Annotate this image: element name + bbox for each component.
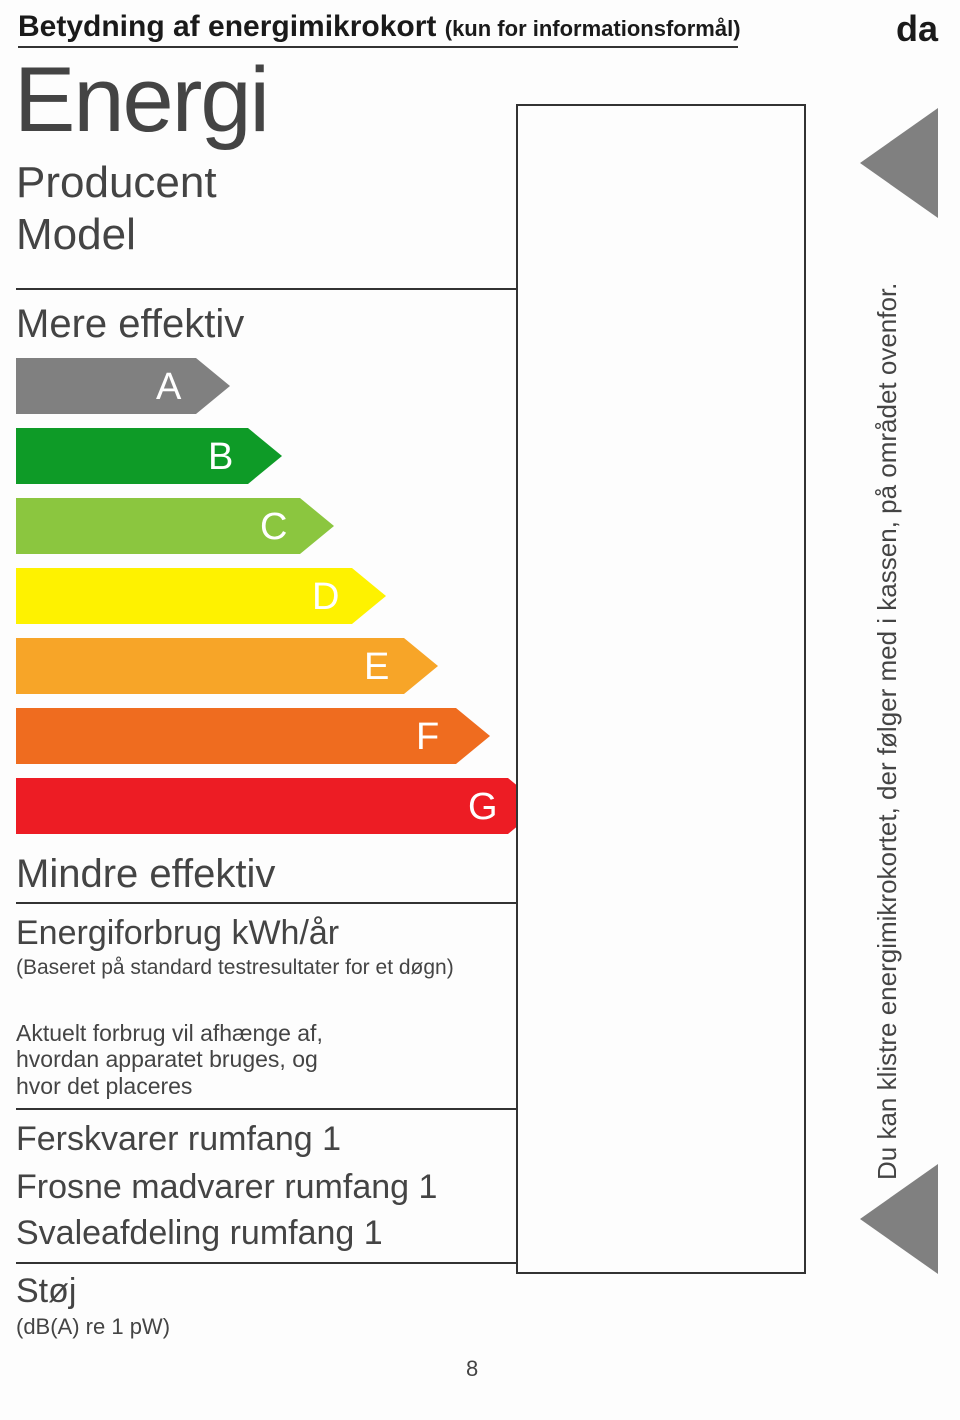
- noise-sub: (dB(A) re 1 pW): [16, 1314, 170, 1340]
- arrow-label: A: [156, 366, 181, 409]
- fresh-food-volume: Ferskvarer rumfang 1: [16, 1120, 341, 1159]
- frozen-food-volume: Frosne madvarer rumfang 1: [16, 1168, 437, 1207]
- arrow-label: B: [208, 436, 233, 479]
- arrow-label: C: [260, 506, 287, 549]
- arrow-label: D: [312, 576, 339, 619]
- less-efficient-label: Mindre effektiv: [16, 852, 275, 897]
- page-number: 8: [466, 1356, 478, 1382]
- page-title-sub: (kun for informationsformål): [445, 16, 741, 41]
- page-title: Betydning af energimikrokort (kun for in…: [18, 10, 741, 44]
- arrow-body: [16, 568, 352, 624]
- section-divider: [16, 288, 546, 290]
- triangle-pointer-bottom-icon: [860, 1164, 938, 1274]
- more-efficient-label: Mere effektiv: [16, 302, 244, 347]
- arrow-label: E: [364, 646, 389, 689]
- chill-compartment-volume: Svaleafdeling rumfang 1: [16, 1214, 383, 1253]
- section-divider: [16, 1262, 546, 1264]
- arrow-body: [16, 778, 508, 834]
- arrow-body: [16, 638, 404, 694]
- noise-heading: Støj: [16, 1272, 76, 1311]
- arrow-label: F: [416, 716, 439, 759]
- section-divider: [16, 902, 546, 904]
- arrow-head-icon: [404, 638, 438, 694]
- arrow-label: G: [468, 786, 498, 829]
- section-divider: [16, 1108, 546, 1110]
- arrow-head-icon: [352, 568, 386, 624]
- language-code: da: [896, 8, 938, 50]
- energy-heading: Energi: [14, 48, 268, 153]
- consumption-heading: Energiforbrug kWh/år: [16, 914, 339, 953]
- sticker-placeholder-box: [516, 104, 806, 1274]
- arrow-head-icon: [196, 358, 230, 414]
- page-title-main: Betydning af energimikrokort: [18, 10, 436, 43]
- arrow-head-icon: [456, 708, 490, 764]
- side-note-content: Du kan klistre energimikrokortet, der fø…: [872, 283, 902, 1180]
- arrow-head-icon: [300, 498, 334, 554]
- arrow-body: [16, 708, 456, 764]
- arrow-body: [16, 498, 300, 554]
- consumption-note-1: (Baseret på standard testresultater for …: [16, 956, 456, 980]
- arrow-head-icon: [248, 428, 282, 484]
- consumption-note-2: Aktuelt forbrug vil afhænge af, hvordan …: [16, 1020, 346, 1099]
- side-note-text: Du kan klistre energimikrokortet, der fø…: [872, 180, 903, 1180]
- manufacturer-label: Producent: [16, 158, 217, 208]
- model-label: Model: [16, 210, 136, 260]
